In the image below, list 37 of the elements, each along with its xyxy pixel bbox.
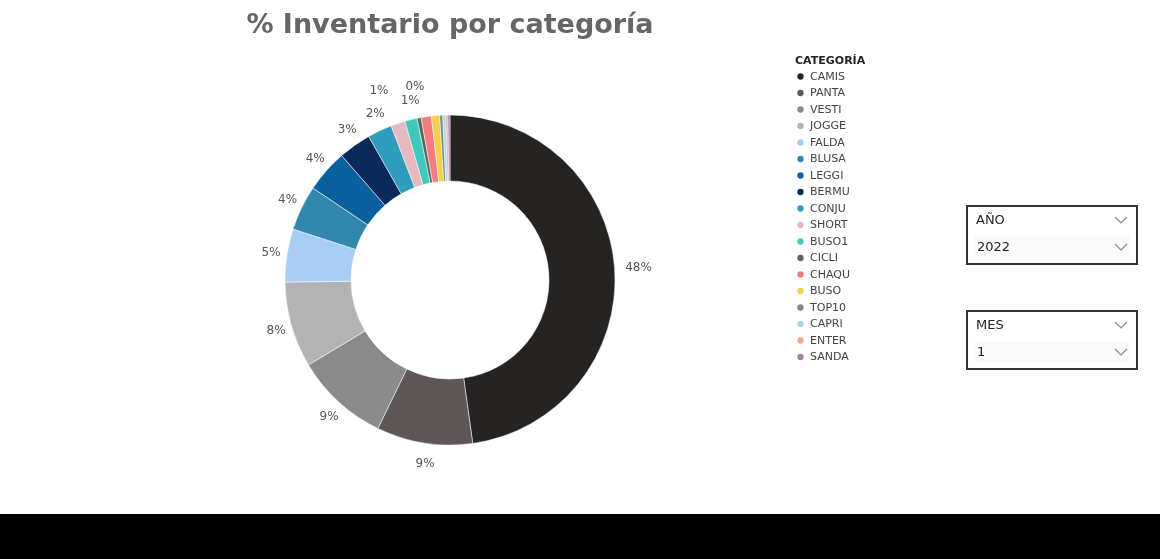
- data-label: 1%: [400, 93, 420, 108]
- legend-label: JOGGE: [809, 119, 846, 132]
- data-label: 9%: [319, 409, 339, 424]
- legend-label: LEGGI: [810, 168, 844, 182]
- legend-title: CATEGORÍA: [795, 54, 866, 67]
- legend-label: CHAQU: [810, 267, 850, 281]
- text: MES: [976, 317, 1004, 332]
- legend-label: PANTA: [810, 86, 846, 99]
- legend-label: CAPRI: [810, 317, 843, 330]
- data-label: 0%: [405, 78, 425, 93]
- legend-label: VESTI: [810, 102, 842, 116]
- legend-label: BERMU: [810, 185, 850, 198]
- legend-label: BLUSA: [810, 152, 847, 165]
- legend-label: SANDA: [810, 350, 850, 363]
- text: AÑO: [976, 212, 1005, 227]
- data-label: 2%: [365, 105, 385, 120]
- legend-label: CAMIS: [810, 69, 845, 83]
- text: 1: [974, 341, 1130, 363]
- data-label: 48%: [625, 260, 652, 275]
- legend-label: SHORT: [810, 218, 848, 231]
- text: 2022: [974, 236, 1130, 258]
- legend-label: CICLI: [810, 251, 838, 264]
- data-label: 1%: [369, 83, 389, 98]
- donut-slice: [420, 115, 440, 183]
- legend-label: CONJU: [810, 201, 846, 215]
- legend-label: ENTER: [810, 333, 847, 347]
- chart-title: % Inventario por categoría: [245, 8, 655, 39]
- data-label: 3%: [337, 121, 357, 136]
- data-label: 4%: [305, 150, 325, 165]
- legend-label: FALDA: [810, 135, 846, 149]
- legend-label: TOP10: [809, 300, 847, 314]
- data-label: 8%: [266, 323, 286, 338]
- data-label: 9%: [415, 455, 435, 470]
- data-label: 5%: [261, 245, 281, 260]
- legend-label: BUSO1: [810, 234, 849, 248]
- legend-label: BUSO: [810, 284, 842, 297]
- data-label: 4%: [278, 192, 298, 207]
